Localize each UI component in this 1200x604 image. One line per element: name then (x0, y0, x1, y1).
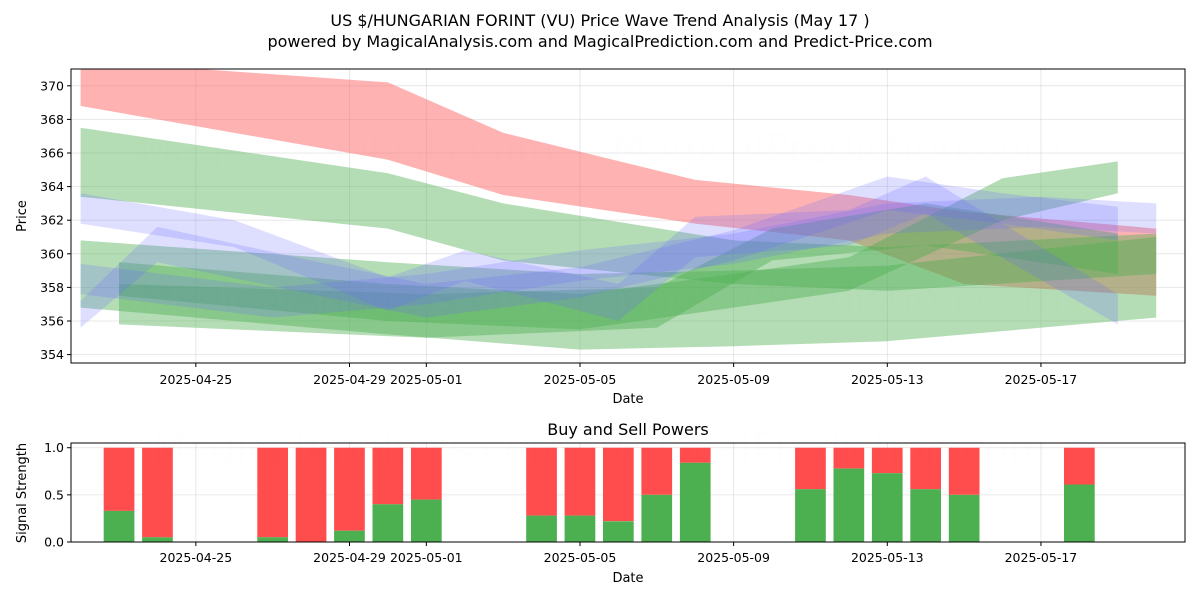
signal-x-tick-label: 2025-05-05 (544, 550, 617, 565)
sell-bar (795, 447, 826, 490)
buy-bar (833, 468, 865, 542)
watermark-bottom-right: MagicalPrediction.com (598, 426, 1048, 472)
price-y-tick-label: 364 (40, 179, 64, 194)
signal-y-tick-label: 0.0 (44, 535, 64, 550)
signal-y-axis-label: Signal Strength (15, 443, 30, 543)
price-y-ticks: 354 356 358 360 362 364 366 368 370 (40, 78, 71, 362)
wave-band-red-0 (80, 69, 1157, 296)
sell-bar (142, 447, 173, 538)
price-y-tick-label: 360 (40, 246, 64, 261)
price-x-tick-label: 2025-05-17 (1005, 372, 1078, 387)
wave-band-green-2 (80, 237, 1157, 350)
signal-y-tick-label: 1.0 (44, 440, 64, 455)
wave-band-green-3 (119, 161, 1118, 330)
price-x-tick-label: 2025-04-29 (313, 372, 386, 387)
watermark-mid-right: MagicalPrediction.com (612, 276, 1062, 322)
price-x-tick-label: 2025-05-01 (390, 372, 463, 387)
buy-bar (103, 510, 135, 542)
signal-x-tick-label: 2025-05-09 (697, 550, 770, 565)
price-y-tick-label: 370 (40, 78, 64, 93)
signal-x-tick-label: 2025-04-25 (160, 550, 233, 565)
sell-bar (295, 447, 327, 542)
watermark-bottom: MagicalAnalysis.com MagicalPrediction.com (152, 426, 1048, 472)
price-y-tick-label: 368 (40, 112, 64, 127)
price-y-axis-label: Price (15, 200, 30, 232)
price-y-tick-label: 356 (40, 314, 64, 329)
signal-x-tick-label: 2025-05-01 (390, 550, 463, 565)
sell-bar (564, 447, 596, 516)
buy-bar (526, 515, 557, 542)
price-x-axis-label: Date (612, 392, 643, 407)
price-x-tick-label: 2025-05-05 (544, 372, 617, 387)
buy-bar (910, 489, 941, 542)
buy-bar (257, 537, 288, 542)
price-y-tick-label: 362 (40, 213, 64, 228)
wave-band-blue-5 (80, 176, 1118, 328)
wave-band-green-4 (119, 203, 1118, 338)
buy-bar (411, 499, 442, 542)
buy-bar (948, 494, 980, 542)
sell-bar (833, 447, 865, 469)
price-y-tick-label: 366 (40, 146, 64, 161)
signal-x-tick-label: 2025-04-29 (313, 550, 386, 565)
chart-title: US $/HUNGARIAN FORINT (VU) Price Wave Tr… (330, 11, 869, 30)
signal-x-tick-label: 2025-05-17 (1005, 550, 1078, 565)
signal-x-ticks: 2025-04-25 2025-04-29 2025-05-01 2025-05-05… (160, 542, 1078, 565)
sell-bar (103, 447, 135, 511)
sell-bar (910, 447, 941, 490)
sell-bar (372, 447, 404, 505)
price-x-tick-label: 2025-04-25 (160, 372, 233, 387)
buy-bar (372, 504, 404, 542)
buy-bar (334, 530, 365, 542)
price-panel: MagicalAnalysis.com MagicalPrediction.co… (15, 68, 1186, 407)
sell-bar (871, 447, 903, 474)
sell-bar (411, 447, 442, 500)
signal-x-tick-label: 2025-05-13 (851, 550, 924, 565)
buy-bar (871, 473, 903, 542)
chart-subtitle: powered by MagicalAnalysis.com and Magic… (267, 32, 932, 51)
buy-bar (679, 462, 711, 542)
buy-bar (1064, 484, 1095, 542)
sell-bar (334, 447, 365, 531)
signal-title: Buy and Sell Powers (547, 420, 709, 439)
signal-y-ticks: 0.0 0.5 1.0 (44, 440, 71, 550)
buy-bar (564, 515, 596, 542)
sell-bar (948, 447, 980, 495)
buy-bar (142, 537, 173, 542)
sell-bar (1064, 447, 1095, 485)
sell-bar (641, 447, 673, 495)
wave-band-blue-6 (80, 176, 1118, 325)
wave-band-blue-7 (80, 196, 1157, 318)
watermark-mid-left: MagicalAnalysis.com (139, 276, 555, 322)
price-y-tick-label: 358 (40, 280, 64, 295)
price-x-ticks: 2025-04-25 2025-04-29 2025-05-01 2025-05-05… (160, 363, 1078, 387)
sell-bar (603, 447, 634, 522)
signal-plot-frame (70, 442, 1186, 543)
sell-bar (257, 447, 288, 538)
buy-bar (603, 521, 634, 542)
signal-y-tick-label: 0.5 (44, 487, 64, 502)
watermark-top-left: MagicalAnalysis.com (139, 126, 555, 172)
buy-bar (795, 489, 826, 542)
signal-x-axis-label: Date (612, 571, 643, 586)
wave-band-green-1 (80, 127, 1157, 291)
signal-panel: Buy and Sell Powers MagicalAnalysis.com M… (15, 420, 1186, 586)
sell-bar (679, 447, 711, 463)
price-plot-frame (70, 68, 1186, 364)
price-y-tick-label: 354 (40, 347, 64, 362)
price-bands (80, 69, 1157, 350)
price-x-tick-label: 2025-05-13 (851, 372, 924, 387)
buy-bar (641, 494, 673, 542)
price-x-tick-label: 2025-05-09 (697, 372, 770, 387)
signal-bars (103, 447, 1095, 542)
watermark-bottom-left: MagicalAnalysis.com (152, 426, 568, 472)
sell-bar (526, 447, 557, 516)
watermark-top-right: MagicalPrediction.com (612, 126, 1062, 172)
